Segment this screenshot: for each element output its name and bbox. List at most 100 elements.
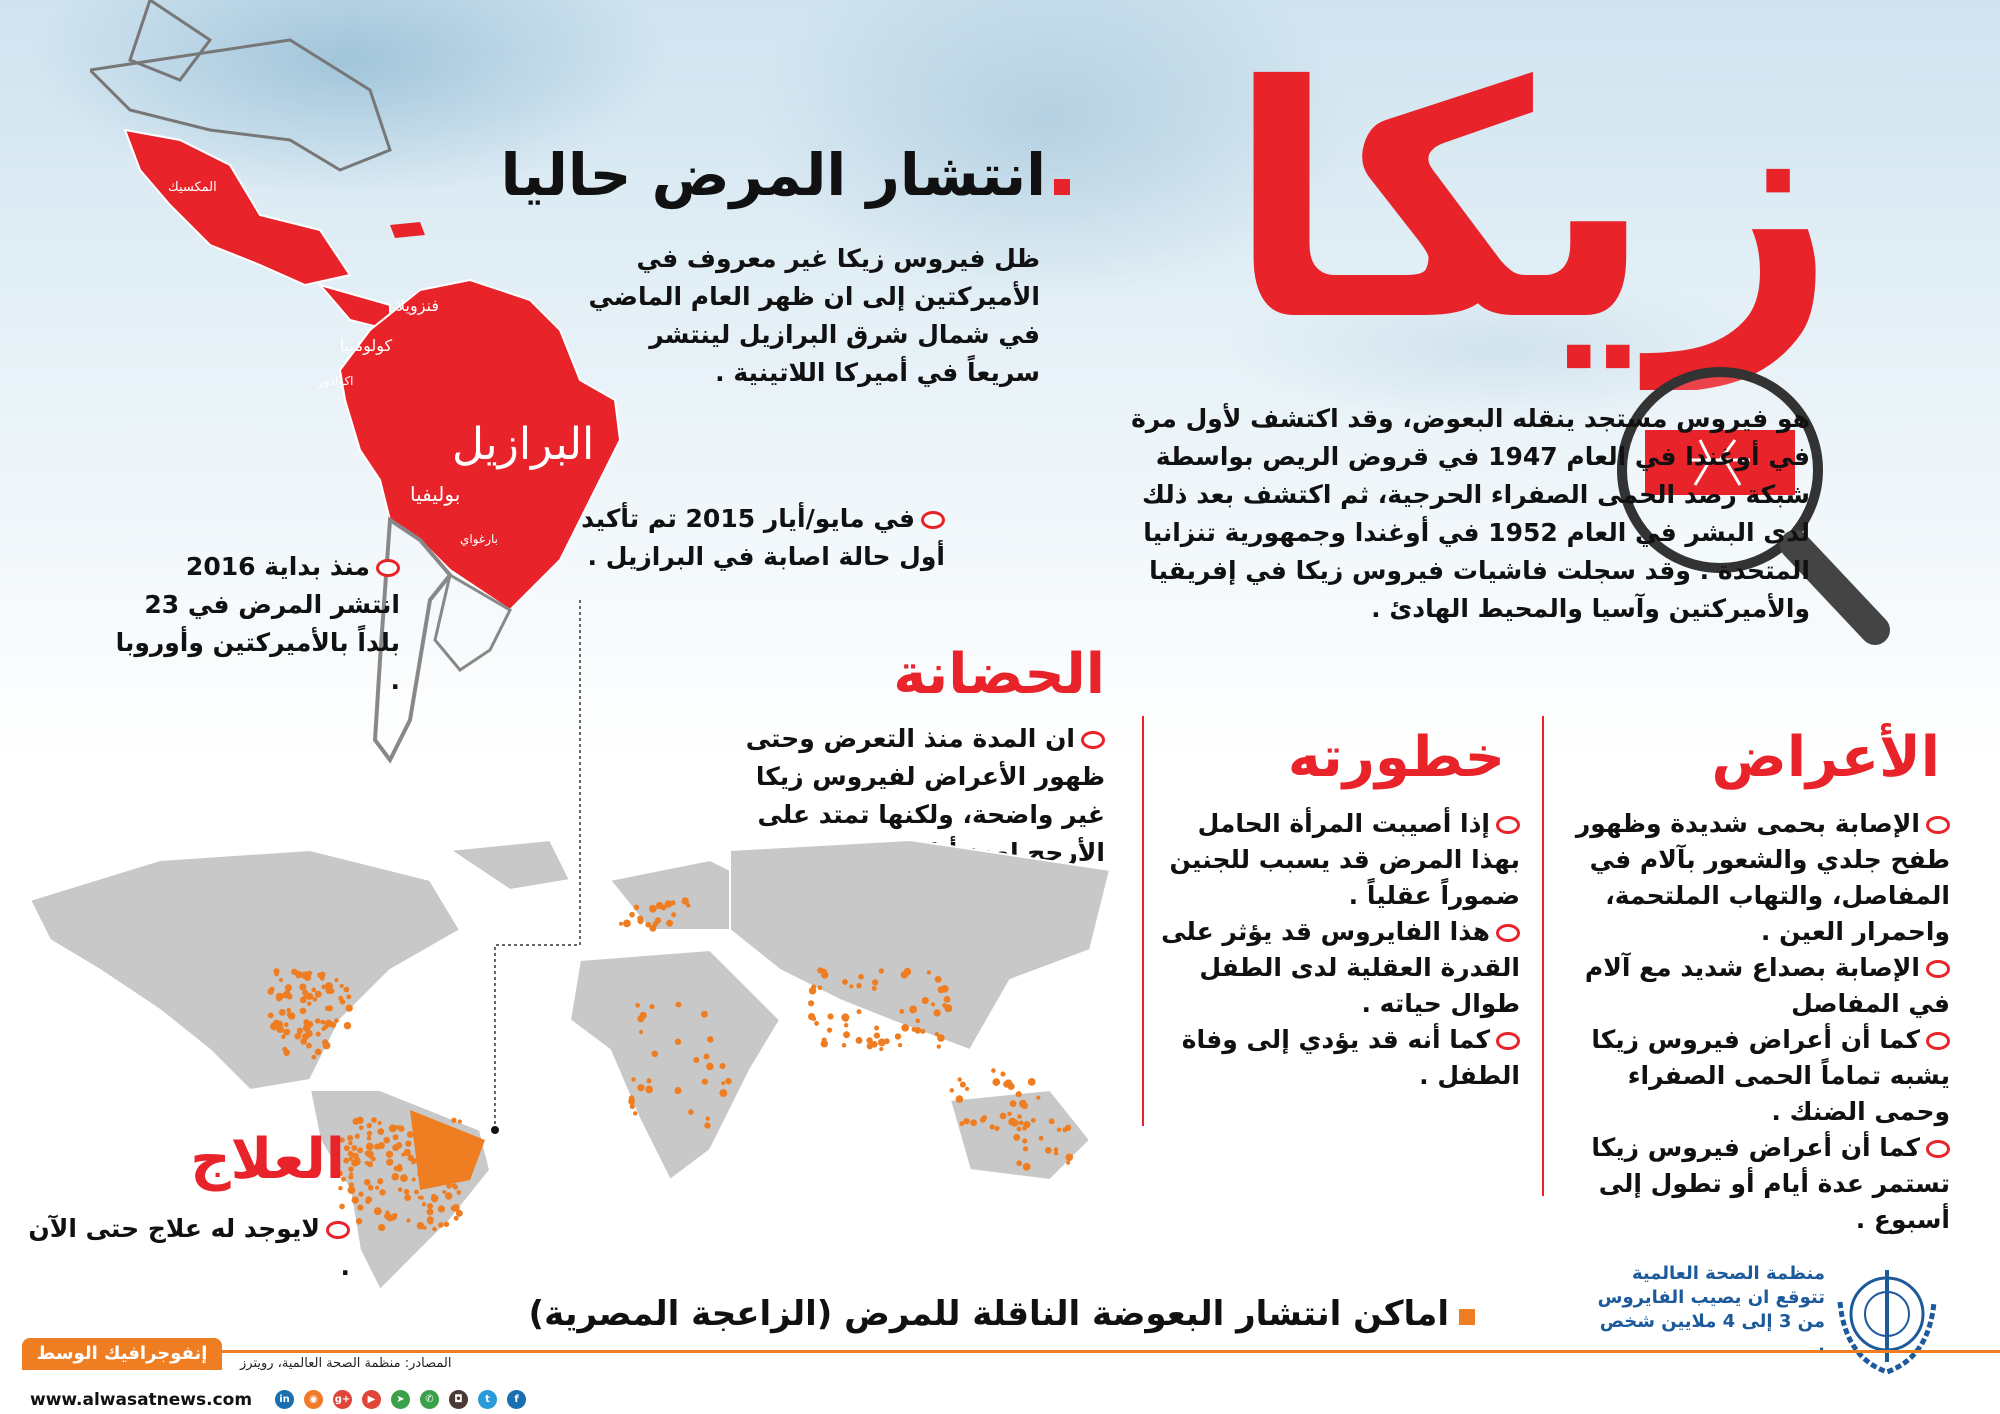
mosquito-dot: [366, 1150, 374, 1159]
mosquito-dot: [315, 1031, 321, 1037]
mosquito-dot: [721, 1081, 726, 1086]
mosquito-dot: [871, 985, 877, 991]
mosquito-dot: [422, 1225, 427, 1230]
mosquito-dot: [1038, 1135, 1044, 1141]
mosquito-dot: [430, 1194, 439, 1203]
mosquito-dot: [629, 1103, 635, 1109]
mosquito-dot: [276, 1025, 285, 1033]
mosquito-dot: [1017, 1114, 1022, 1119]
symptom-item: كما أن أعراض فيروس زيكا يشبه تماماً الحم…: [1591, 1025, 1950, 1126]
mosquito-dot: [325, 986, 333, 995]
caribbean-shape: [390, 222, 425, 238]
mosquito-dot: [355, 1217, 363, 1225]
mosquito-dot: [674, 1087, 682, 1095]
mosquito-dot: [349, 1172, 354, 1177]
mosquito-dot: [841, 1042, 847, 1048]
telegram-icon[interactable]: ➤: [391, 1390, 410, 1409]
incubation-heading: الحضانة: [893, 642, 1105, 707]
mosquito-dot: [365, 1196, 373, 1203]
mosquito-dot: [871, 979, 879, 986]
mosquito-dot: [278, 1009, 286, 1016]
mosquito-dot: [357, 1147, 364, 1154]
linkedin-icon[interactable]: in: [275, 1390, 294, 1409]
mosquito-dot: [403, 1188, 410, 1195]
mosquito-dot: [1056, 1127, 1062, 1132]
symptoms-heading: الأعراض: [1711, 725, 1940, 790]
mosquito-dot: [651, 1050, 659, 1058]
mosquito-dot: [688, 1109, 694, 1115]
mosquito-dot: [685, 903, 691, 908]
mosquito-dot: [638, 1029, 644, 1035]
mosquito-dot: [674, 1038, 682, 1045]
mosquito-dot: [302, 989, 309, 996]
mosquito-dot: [632, 1111, 638, 1116]
mosquito-dot: [934, 975, 942, 983]
spread-text: ظل فيروس زيكا غير معروف في الأميركتين إل…: [588, 244, 1040, 387]
mosquito-dot: [1044, 1146, 1052, 1154]
map-label-mexico: المكسيك: [168, 180, 217, 195]
severity-item: إذا أصيبت المرأة الحامل بهذا المرض قد يس…: [1169, 809, 1520, 910]
mosquito-dot: [299, 996, 307, 1004]
symptom-item: الإصابة بحمى شديدة وظهور طفح جلدي والشعو…: [1575, 809, 1950, 946]
instagram-icon[interactable]: ◘: [449, 1390, 468, 1409]
youtube-icon[interactable]: ▶: [362, 1390, 381, 1409]
mosquito-dot: [385, 1150, 394, 1158]
mosquito-dot: [1053, 1147, 1059, 1152]
rss-icon[interactable]: ◉: [304, 1390, 323, 1409]
mosquito-dot: [631, 1077, 636, 1082]
twitter-icon[interactable]: t: [478, 1390, 497, 1409]
mosquito-dot: [909, 1005, 918, 1014]
mosquito-dot: [842, 978, 848, 985]
mosquito-dot: [808, 1000, 815, 1007]
mosquito-dot: [357, 1204, 364, 1211]
mosquito-dot: [358, 1191, 364, 1197]
mosquito-dot: [383, 1136, 390, 1144]
mosquito-dot: [339, 1137, 345, 1143]
mosquito-dot: [654, 917, 662, 924]
mosquito-dot: [354, 1133, 360, 1139]
mosquito-dot: [933, 1009, 941, 1017]
treatment-text: لايوجد له علاج حتى الآن .: [28, 1214, 350, 1281]
mosquito-dot: [391, 1173, 399, 1181]
mosquito-dot: [306, 1042, 312, 1049]
mosquito-dot: [843, 1023, 849, 1028]
mosquito-dot: [274, 971, 280, 977]
mosquito-dot: [1036, 1095, 1041, 1100]
mosquito-dot: [704, 1122, 711, 1129]
mosquito-dot: [856, 1009, 862, 1015]
spread-heading: انتشار المرض حاليا: [420, 140, 1070, 210]
mosquito-dot: [999, 1112, 1007, 1120]
mosquito-dot: [701, 1010, 708, 1018]
mosquito-dot: [1018, 1120, 1024, 1126]
google-plus-icon[interactable]: g+: [333, 1390, 352, 1409]
website-link[interactable]: www.alwasatnews.com: [30, 1390, 253, 1410]
whatsapp-icon[interactable]: ✆: [420, 1390, 439, 1409]
facebook-icon[interactable]: f: [507, 1390, 526, 1409]
mosquito-dot: [455, 1209, 463, 1217]
mosquito-dot: [343, 1021, 352, 1030]
mosquito-dot: [347, 1134, 354, 1141]
uruguay-argentina-outline: [433, 572, 512, 672]
mosquito-dot: [392, 1144, 400, 1152]
zika-title: زيكا: [1226, 20, 1838, 390]
mosquito-dot: [637, 915, 644, 922]
mosquito-icon: [1690, 439, 1750, 486]
mosquito-dot: [323, 1024, 329, 1030]
mosquito-dot: [452, 1203, 460, 1212]
bullet-icon: [1081, 731, 1105, 749]
mosquito-dot: [994, 1125, 1000, 1131]
social-icons: in ◉ g+ ▶ ➤ ✆ ◘ t f: [275, 1390, 526, 1409]
mosquito-dot: [1022, 1138, 1028, 1144]
mosquito-dot: [437, 1205, 446, 1213]
mosquito-dot: [826, 1027, 833, 1033]
americas-map: [90, 0, 622, 764]
mosquito-dot: [645, 921, 652, 928]
mosquito-dot: [366, 1122, 372, 1129]
mosquito-dot: [377, 1223, 386, 1232]
mosquito-dot: [414, 1189, 419, 1195]
mosquito-dot: [874, 1025, 880, 1031]
mosquito-dot: [991, 1068, 996, 1073]
mosquito-dot: [456, 1190, 462, 1195]
mosquito-dot: [348, 1156, 353, 1161]
mosquito-dot: [451, 1117, 457, 1123]
